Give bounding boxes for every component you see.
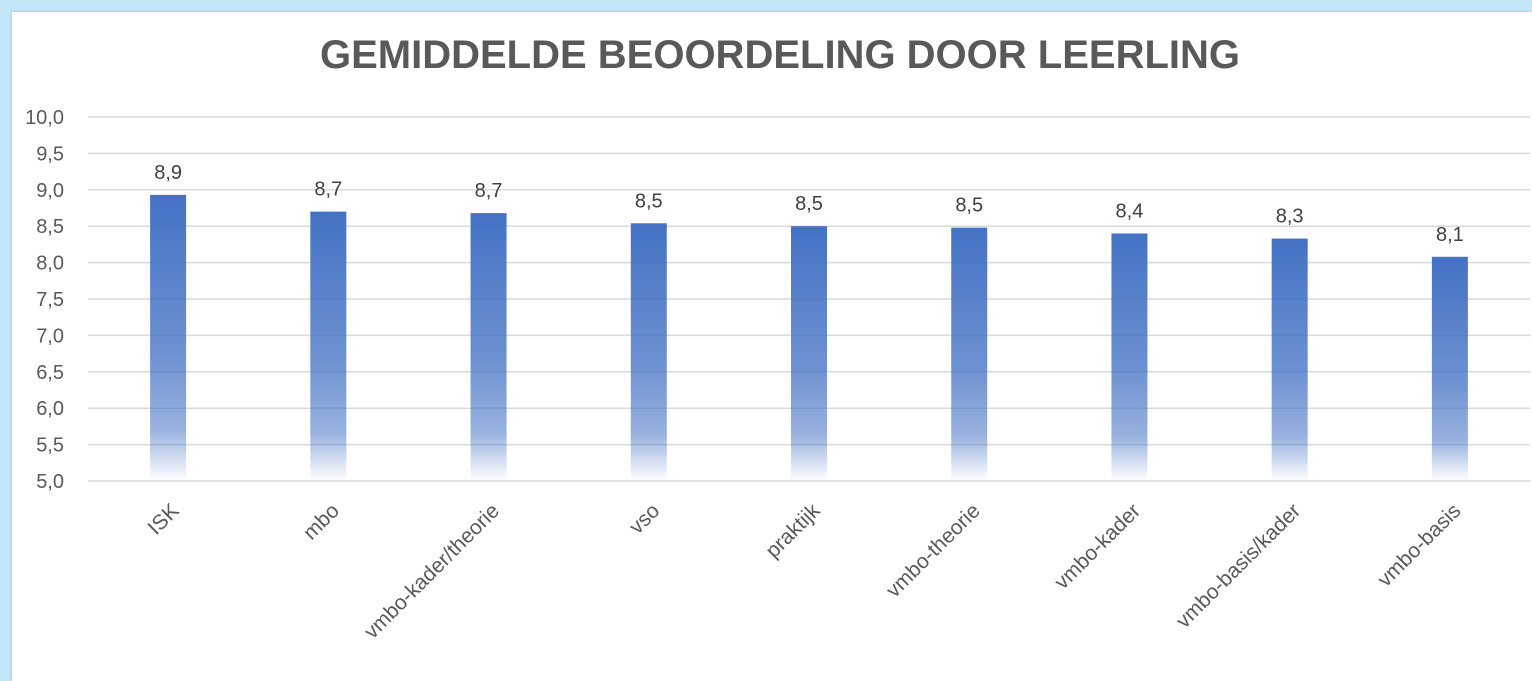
bar	[791, 226, 827, 481]
y-tick-label: 9,0	[36, 180, 64, 202]
x-tick-label: vmbo-basis/kader	[1172, 499, 1305, 632]
x-tick-label: vmbo-theorie	[882, 499, 985, 602]
data-label: 8,4	[1116, 200, 1144, 222]
bar	[310, 211, 347, 481]
bars	[150, 194, 1468, 481]
y-tick-label: 8,0	[36, 253, 64, 275]
bar	[470, 213, 507, 481]
y-tick-label: 7,5	[36, 289, 64, 311]
x-tick-label: praktijk	[761, 499, 825, 563]
data-label: 8,5	[955, 195, 983, 217]
bar	[630, 223, 667, 481]
data-label: 8,1	[1436, 224, 1464, 246]
y-tick-label: 7,0	[36, 325, 64, 347]
bar	[1431, 256, 1468, 481]
data-label: 8,7	[314, 179, 342, 201]
x-tick-label: vmbo-kader	[1050, 499, 1145, 594]
data-label: 8,5	[795, 193, 823, 215]
category-labels: ISK mbo vmbo-kader/theorie vso praktijk vmbo-…	[143, 499, 1465, 644]
chart-title: GEMIDDELDE BEOORDELING DOOR LEERLING	[320, 33, 1240, 77]
data-label: 8,7	[475, 180, 503, 202]
bar	[951, 227, 988, 481]
bar	[150, 194, 187, 481]
x-tick-label: vso	[625, 499, 664, 538]
y-tick-label: 8,5	[36, 216, 64, 238]
y-tick-label: 6,0	[36, 398, 64, 420]
y-tick-label: 5,0	[36, 471, 64, 493]
y-tick-label: 9,5	[36, 143, 64, 165]
bar	[1271, 238, 1308, 481]
x-tick-label: mbo	[299, 499, 344, 544]
bar-chart: GEMIDDELDE BEOORDELING DOOR LEERLING 5,0…	[25, 33, 1530, 644]
x-tick-label: vmbo-kader/theorie	[360, 499, 504, 643]
x-tick-label: vmbo-basis	[1373, 499, 1465, 591]
data-label: 8,3	[1276, 206, 1304, 228]
data-label: 8,5	[635, 190, 663, 212]
y-tick-label: 6,5	[36, 362, 64, 384]
bar	[1111, 233, 1148, 481]
chart-frame: GEMIDDELDE BEOORDELING DOOR LEERLING 5,0…	[12, 12, 1532, 681]
y-tick-label: 5,5	[36, 435, 64, 457]
y-tick-label: 10,0	[25, 107, 64, 129]
value-labels: 8,9 8,7 8,7 8,5 8,5 8,5 8,4 8,3 8,1	[154, 162, 1464, 246]
y-axis-ticks: 5,0 5,5 6,0 6,5 7,0 7,5 8,0 8,5 9,0 9,5 10,0	[25, 107, 64, 493]
data-label: 8,9	[154, 162, 182, 184]
x-tick-label: ISK	[143, 499, 183, 539]
